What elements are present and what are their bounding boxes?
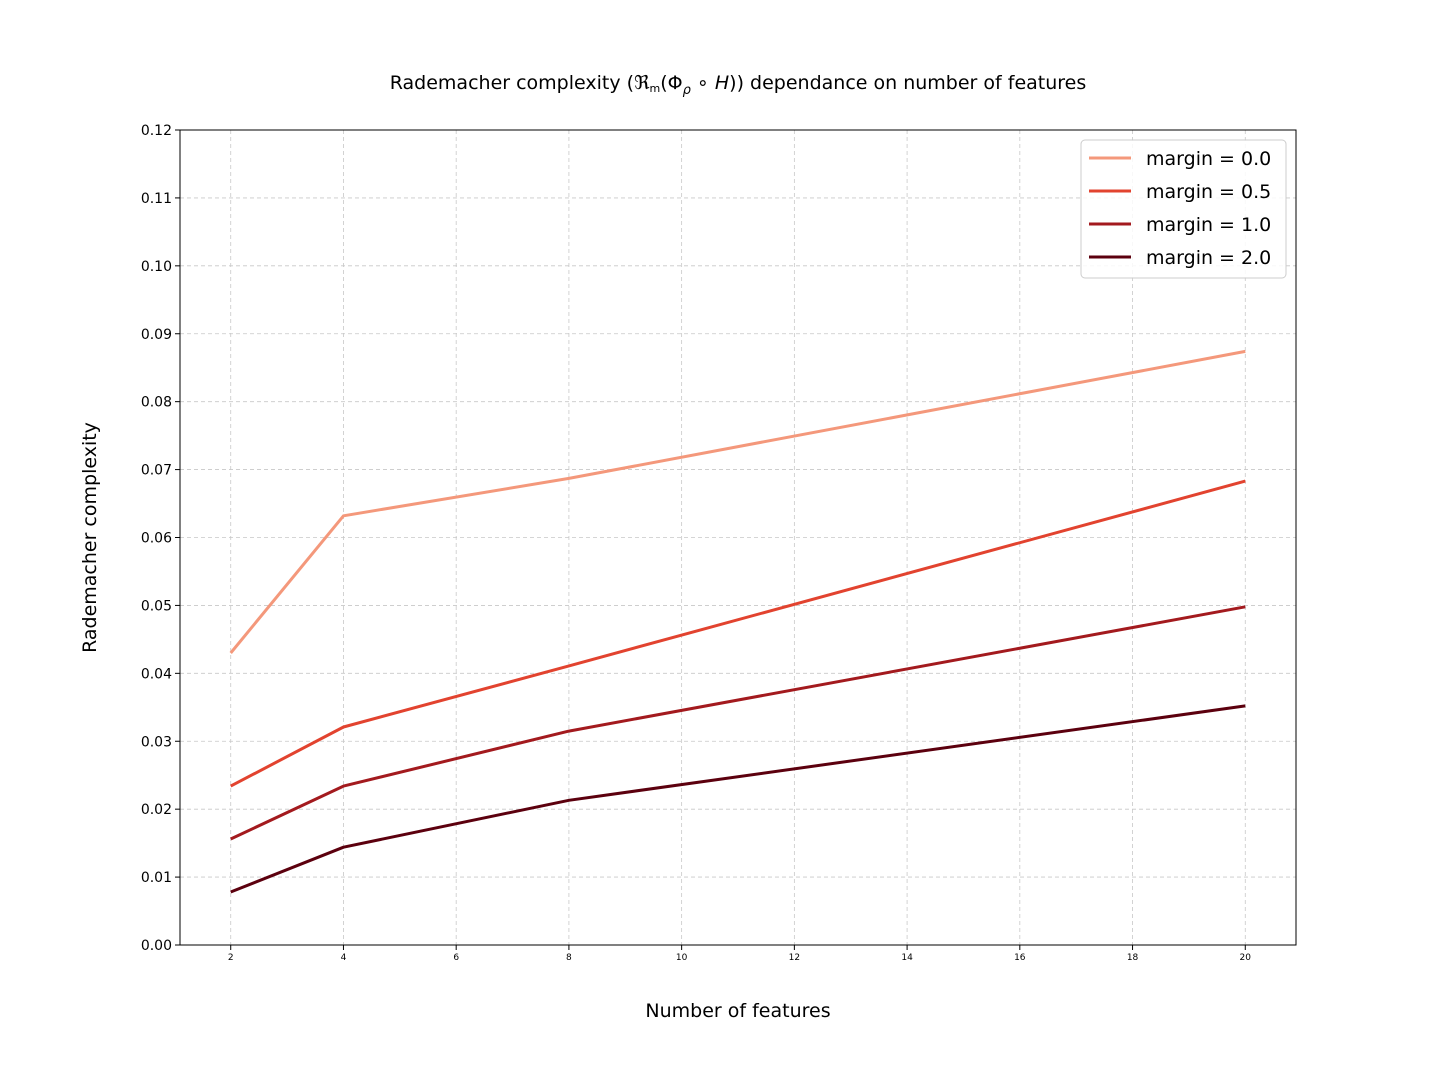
x-tick-label: 4 bbox=[341, 953, 347, 963]
y-ticks: 0.00 0.01 0.02 0.03 0.04 0.05 0.06 0.07 0.08 0.09… bbox=[141, 123, 180, 954]
x-tick-label: 12 bbox=[789, 953, 800, 963]
plot-frame bbox=[179, 129, 1297, 946]
x-tick-label: 14 bbox=[901, 953, 913, 963]
y-tick-label: 0.03 bbox=[141, 734, 172, 750]
x-tick-label: 20 bbox=[1240, 953, 1252, 963]
x-tick-label: 8 bbox=[566, 953, 572, 963]
legend-label-2: margin = 1.0 bbox=[1146, 214, 1271, 236]
y-tick-label: 0.10 bbox=[141, 259, 172, 275]
x-tick-label: 18 bbox=[1127, 953, 1139, 963]
series-line-0 bbox=[229, 349, 1246, 654]
y-tick-label: 0.01 bbox=[141, 870, 172, 886]
y-tick-label: 0.04 bbox=[141, 666, 172, 682]
y-tick-label: 0.08 bbox=[141, 395, 172, 411]
x-tick-label: 16 bbox=[1014, 953, 1026, 963]
x-tick-label: 6 bbox=[453, 953, 459, 963]
series-line-2 bbox=[230, 605, 1246, 841]
series-line-1 bbox=[230, 479, 1246, 788]
series-layer bbox=[229, 349, 1246, 894]
legend-label-0: margin = 0.0 bbox=[1146, 148, 1271, 170]
chart-title: Rademacher complexity (ℜm(Φρ ∘ H)) depen… bbox=[390, 72, 1087, 98]
legend: margin = 0.0 margin = 0.5 margin = 1.0 marg… bbox=[1080, 139, 1287, 279]
y-tick-label: 0.07 bbox=[141, 463, 172, 479]
y-tick-label: 0.11 bbox=[141, 191, 172, 207]
legend-label-1: margin = 0.5 bbox=[1146, 181, 1271, 203]
y-axis-label: Rademacher complexity bbox=[79, 422, 101, 653]
x-tick-label: 10 bbox=[676, 953, 688, 963]
legend-label-3: margin = 2.0 bbox=[1146, 247, 1271, 269]
y-tick-label: 0.02 bbox=[141, 802, 172, 818]
series-line-3 bbox=[230, 704, 1246, 894]
y-tick-label: 0.12 bbox=[141, 123, 172, 139]
y-tick-label: 0.05 bbox=[141, 598, 172, 614]
y-tick-label: 0.06 bbox=[141, 531, 172, 547]
y-tick-label: 0.00 bbox=[141, 938, 172, 954]
x-axis-label: Number of features bbox=[645, 1000, 830, 1022]
x-tick-label: 2 bbox=[228, 953, 234, 963]
legend-frame bbox=[1080, 139, 1287, 279]
y-tick-label: 0.09 bbox=[141, 327, 172, 343]
x-ticks: 2 4 6 8 10 12 14 16 18 20 bbox=[228, 945, 1251, 963]
